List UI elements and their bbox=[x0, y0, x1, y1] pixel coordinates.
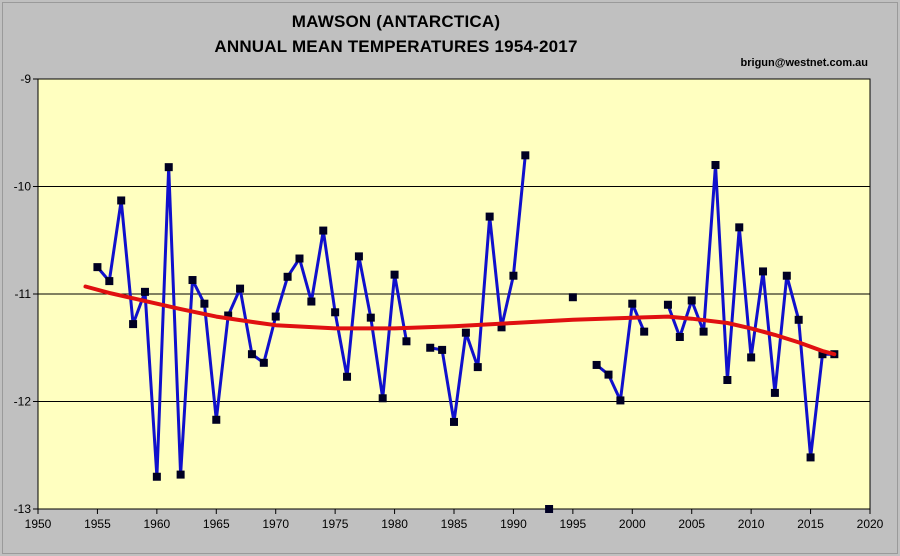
data-point bbox=[450, 417, 458, 426]
y-tick-label: -12 bbox=[14, 395, 32, 409]
chart-title: MAWSON (ANTARCTICA) bbox=[291, 12, 501, 31]
x-tick-label: 1995 bbox=[560, 517, 587, 531]
x-tick-label: 2020 bbox=[857, 517, 884, 531]
data-point bbox=[747, 353, 756, 362]
x-tick-label: 2010 bbox=[738, 517, 765, 531]
data-point bbox=[117, 196, 126, 205]
data-point bbox=[283, 272, 292, 281]
data-point bbox=[224, 311, 233, 320]
data-point bbox=[545, 505, 554, 513]
data-point bbox=[592, 360, 601, 369]
data-point bbox=[782, 271, 791, 280]
data-point bbox=[473, 363, 482, 372]
data-point bbox=[402, 337, 411, 346]
data-point bbox=[663, 300, 672, 309]
x-tick-label: 1955 bbox=[84, 517, 111, 531]
data-point bbox=[497, 323, 506, 332]
y-tick-label: -13 bbox=[14, 502, 32, 516]
data-point bbox=[759, 267, 768, 276]
data-point bbox=[687, 296, 696, 305]
data-point bbox=[604, 370, 613, 379]
data-point bbox=[485, 212, 494, 221]
data-point bbox=[164, 163, 173, 172]
x-tick-label: 2015 bbox=[797, 517, 824, 531]
data-point bbox=[129, 320, 138, 329]
y-tick-label: -11 bbox=[15, 287, 32, 301]
data-point bbox=[176, 470, 185, 479]
data-point bbox=[818, 350, 827, 359]
data-point bbox=[343, 372, 352, 381]
data-point bbox=[461, 328, 470, 337]
data-point bbox=[140, 287, 149, 296]
data-point bbox=[105, 277, 114, 286]
x-tick-label: 1950 bbox=[25, 517, 52, 531]
data-point bbox=[93, 263, 102, 272]
data-point bbox=[247, 350, 256, 359]
x-tick-label: 1985 bbox=[441, 517, 468, 531]
data-point bbox=[735, 223, 744, 232]
data-point bbox=[568, 293, 577, 302]
data-point bbox=[378, 394, 387, 403]
x-tick-label: 1970 bbox=[262, 517, 289, 531]
x-tick-label: 2005 bbox=[678, 517, 705, 531]
data-point bbox=[509, 271, 518, 280]
trend-line bbox=[83, 284, 837, 357]
data-point bbox=[319, 226, 328, 235]
y-tick-label: -9 bbox=[20, 72, 31, 86]
x-tick-label: 2000 bbox=[619, 517, 646, 531]
data-point bbox=[331, 308, 340, 317]
data-point bbox=[212, 415, 221, 424]
data-point bbox=[438, 345, 447, 354]
data-point bbox=[271, 312, 280, 321]
data-point bbox=[259, 358, 268, 367]
data-point bbox=[616, 396, 625, 405]
chart-subtitle: ANNUAL MEAN TEMPERATURES 1954-2017 bbox=[214, 37, 578, 56]
x-tick-label: 1990 bbox=[500, 517, 527, 531]
data-point bbox=[628, 299, 637, 308]
data-point bbox=[711, 161, 720, 169]
data-point bbox=[794, 315, 803, 324]
data-point bbox=[200, 299, 209, 308]
data-point bbox=[366, 313, 375, 322]
data-point bbox=[640, 327, 649, 336]
data-point bbox=[152, 472, 161, 481]
data-point bbox=[426, 343, 435, 352]
data-point bbox=[307, 297, 316, 306]
x-tick-label: 1965 bbox=[203, 517, 230, 531]
data-point bbox=[295, 254, 304, 263]
data-point bbox=[675, 333, 684, 341]
x-tick-label: 1980 bbox=[381, 517, 408, 531]
data-point bbox=[723, 376, 732, 384]
data-point bbox=[770, 388, 779, 397]
credit-email: brigun@westnet.com.au bbox=[740, 57, 868, 69]
x-tick-label: 1960 bbox=[144, 517, 171, 531]
x-tick-label: 1975 bbox=[322, 517, 349, 531]
data-point bbox=[390, 270, 399, 279]
data-point bbox=[236, 284, 245, 293]
data-point bbox=[188, 276, 197, 285]
data-point bbox=[699, 327, 708, 336]
data-point bbox=[806, 453, 815, 462]
data-point bbox=[521, 151, 530, 160]
data-point bbox=[354, 252, 363, 261]
y-tick-label: -10 bbox=[14, 180, 32, 194]
